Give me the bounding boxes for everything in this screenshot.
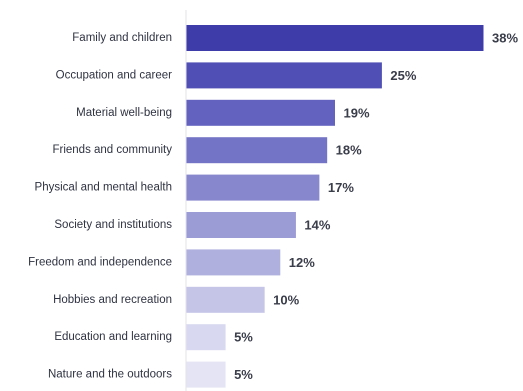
- bar-5: [186, 212, 296, 238]
- category-label-0: Family and children: [72, 32, 172, 44]
- bars-group: [186, 25, 484, 388]
- value-label-5: 14%: [304, 218, 330, 233]
- value-label-0: 38%: [492, 31, 518, 46]
- category-label-4: Physical and mental health: [35, 182, 172, 194]
- bar-6: [186, 249, 281, 276]
- bar-4: [186, 174, 320, 201]
- value-label-8: 5%: [234, 330, 253, 345]
- value-label-2: 19%: [344, 105, 370, 120]
- value-label-4: 17%: [328, 180, 354, 195]
- bar-8: [186, 324, 226, 351]
- value-label-9: 5%: [234, 367, 253, 382]
- value-label-7: 10%: [273, 292, 299, 307]
- value-labels-group: 38% 25% 19% 18% 17% 14% 12% 10% 5% 5%: [234, 31, 518, 383]
- category-label-3: Friends and community: [52, 144, 172, 156]
- category-label-1: Occupation and career: [56, 69, 173, 81]
- bar-3: [186, 137, 328, 164]
- bar-2: [186, 99, 335, 126]
- value-label-1: 25%: [390, 68, 416, 83]
- bar-0: [186, 25, 484, 51]
- value-label-3: 18%: [336, 143, 362, 158]
- category-label-6: Freedom and independence: [28, 256, 172, 268]
- category-label-8: Education and learning: [54, 331, 172, 343]
- value-label-6: 12%: [289, 255, 315, 270]
- category-label-5: Society and institutions: [54, 219, 172, 231]
- bar-1: [186, 62, 382, 89]
- bar-7: [186, 286, 265, 313]
- category-label-9: Nature and the outdoors: [48, 369, 172, 381]
- category-label-7: Hobbies and recreation: [53, 294, 172, 306]
- category-label-2: Material well-being: [76, 107, 172, 119]
- category-labels-group: Family and children Occupation and career…: [28, 32, 172, 381]
- bar-9: [186, 361, 226, 388]
